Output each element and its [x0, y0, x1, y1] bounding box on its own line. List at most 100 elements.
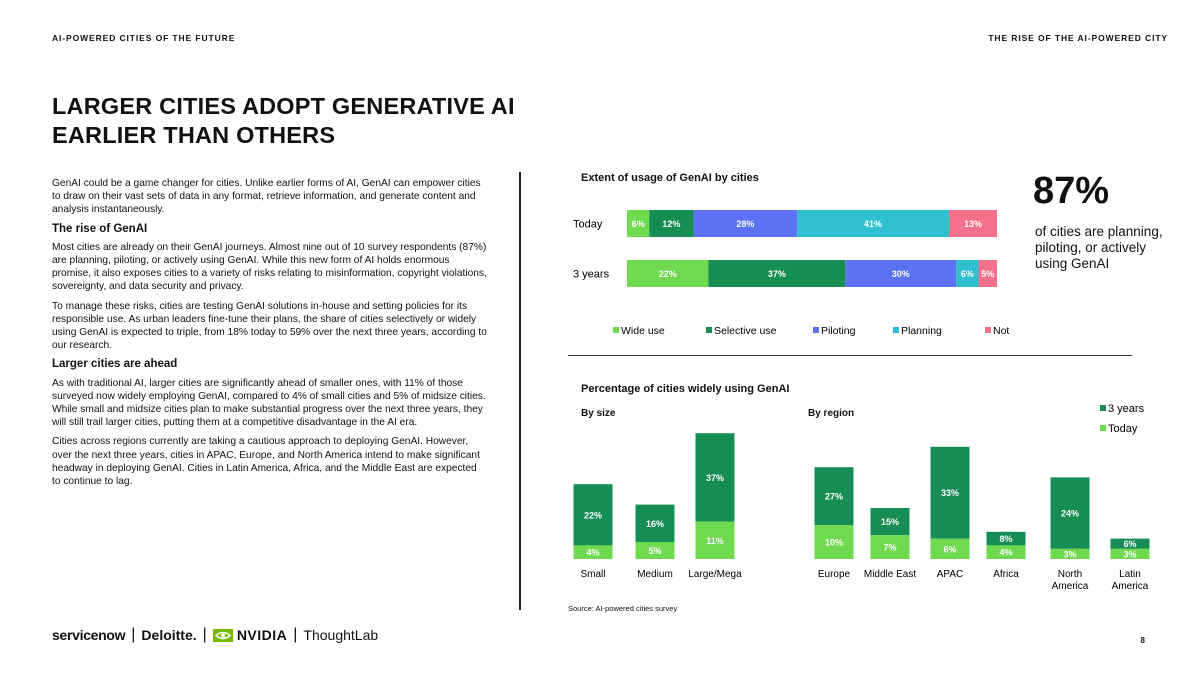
legend-label-not-using: Not using	[993, 325, 1013, 337]
bar-wide-use-3-years	[627, 260, 709, 287]
category-label-north-america: North	[1058, 569, 1082, 580]
data-label-3-years-small: 22%	[584, 510, 602, 520]
data-label-today-africa: 4%	[999, 548, 1012, 558]
bar-3-years-medium	[635, 504, 675, 542]
header-right: THE RISE OF THE AI-POWERED CITY	[988, 33, 1168, 43]
category-label-europe: Europe	[818, 569, 851, 580]
body-paragraph: Most cities are already on their GenAI j…	[52, 241, 487, 293]
data-label-not-using-today: 13%	[964, 219, 982, 229]
data-label-3-years-africa: 8%	[999, 534, 1012, 544]
nvidia-eye-icon	[212, 628, 233, 642]
category-label-middle-east: Middle East	[864, 569, 916, 580]
legend-label-selective-use: Selective use	[714, 325, 777, 337]
category-label-north-america: America	[1052, 581, 1089, 592]
data-label-today-north-america: 3%	[1063, 549, 1076, 559]
logo-separator: |	[293, 626, 298, 643]
logo-separator: |	[202, 626, 207, 643]
legend-swatch-planning	[893, 327, 899, 333]
by-region-subtitle: By region	[808, 408, 855, 419]
bar-today-middle-east	[870, 535, 910, 559]
bar-3-years-middle-east	[870, 508, 910, 536]
bar-today-latin-america	[1110, 548, 1150, 559]
logo-separator: |	[131, 626, 136, 643]
source-note: Source: AI-powered cities survey	[568, 604, 678, 613]
body-paragraph: To manage these risks, cities are testin…	[52, 300, 487, 352]
partner-logos: servicenow | Deloitte. | NVIDIA | Though…	[52, 626, 378, 644]
by-size-subtitle: By size	[581, 408, 616, 419]
data-label-selective-use-3-years: 37%	[768, 269, 786, 279]
data-label-3-years-large-mega: 37%	[706, 473, 724, 483]
data-label-piloting-today: 28%	[736, 219, 754, 229]
bar-today-medium	[635, 542, 675, 559]
bar-piloting-today	[693, 210, 798, 237]
bar-3-years-europe	[814, 467, 854, 525]
bar-wide-use-today	[627, 210, 650, 237]
data-label-today-middle-east: 7%	[883, 543, 896, 553]
legend-swatch-selective-use	[706, 327, 712, 333]
usage-chart: Today 6% 12% 28% 41% 13% 3 years 22% 37% 30% 6% 5% W…	[573, 210, 1013, 337]
category-label-apac: APAC	[937, 569, 964, 580]
page-title: LARGER CITIES ADOPT GENERATIVE AI EARLIE…	[52, 93, 515, 148]
data-label-3-years-middle-east: 15%	[881, 517, 899, 527]
bar-selective-use-3-years	[708, 260, 846, 287]
category-label-medium: Medium	[637, 569, 673, 580]
bar-planning-3-years	[956, 260, 979, 287]
legend-label-today: Today	[1108, 423, 1138, 435]
nvidia-logo: NVIDIA	[212, 627, 288, 643]
data-label-3-years-north-america: 24%	[1061, 509, 1079, 519]
bar-3-years-latin-america	[1110, 538, 1150, 549]
deloitte-logo: Deloitte.	[141, 627, 197, 643]
legend-swatch-3-years	[1100, 405, 1106, 411]
nvidia-wordmark: NVIDIA	[236, 627, 288, 643]
bar-selective-use-today	[649, 210, 694, 237]
section-heading: Larger cities are ahead	[52, 358, 178, 371]
bar-today-small	[573, 545, 613, 559]
data-label-wide-use-today: 6%	[632, 219, 645, 229]
category-label-africa: Africa	[993, 569, 1019, 580]
thoughtlab-logo: ThoughtLab	[303, 627, 379, 643]
data-label-3-years-apac: 33%	[941, 488, 959, 498]
category-label-large-mega: Large/Mega	[688, 569, 742, 580]
usage-chart-title: Extent of usage of GenAI by cities	[581, 172, 759, 184]
data-label-today-medium: 5%	[648, 546, 661, 556]
section-heading: The rise of GenAI	[52, 222, 148, 235]
legend-label-planning: Planning	[901, 325, 942, 337]
category-label-latin-america: Latin	[1119, 569, 1141, 580]
stat-value: 87%	[1033, 170, 1110, 212]
bar-today-africa	[986, 545, 1026, 559]
body-paragraph: Cities across regions currently are taki…	[52, 436, 480, 488]
wide-use-chart: 22% 4% Small 16% 5% Medium 37% 11% Large/Mega 27%…	[573, 403, 1150, 592]
body-text: GenAI could be a game changer for cities…	[52, 177, 488, 494]
bar-today-large-mega	[695, 521, 735, 559]
wide-use-chart-title: Percentage of cities widely using GenAI	[581, 383, 790, 395]
bar-planning-today	[797, 210, 949, 237]
bar-not-using-3-years	[978, 260, 997, 287]
data-label-3-years-latin-america: 6%	[1123, 539, 1136, 549]
legend-swatch-piloting	[813, 327, 819, 333]
body-paragraph: As with traditional AI, larger cities ar…	[52, 377, 486, 429]
category-label-small: Small	[580, 569, 605, 580]
data-label-3-years-medium: 16%	[646, 519, 664, 529]
servicenow-logo: servicenow	[52, 627, 126, 643]
bar-not-using-today	[948, 210, 997, 237]
header-left: AI-POWERED CITIES OF THE FUTURE	[52, 33, 236, 43]
data-label-wide-use-3-years: 22%	[659, 269, 677, 279]
bar-3-years-africa	[986, 531, 1026, 546]
legend-label-piloting: Piloting	[821, 325, 856, 337]
legend-label-3-years: 3 years	[1108, 403, 1145, 415]
data-label-today-small: 4%	[586, 548, 599, 558]
data-label-planning-today: 41%	[864, 219, 882, 229]
data-label-planning-3-years: 6%	[961, 269, 974, 279]
bar-today-apac	[930, 538, 970, 559]
data-label-today-europe: 10%	[825, 538, 843, 548]
bar-today-north-america	[1050, 548, 1090, 559]
legend-swatch-not-using	[985, 327, 991, 333]
legend-label-wide-use: Wide use	[621, 325, 665, 337]
vertical-divider	[519, 172, 521, 610]
data-label-selective-use-today: 12%	[662, 219, 680, 229]
legend-swatch-wide-use	[613, 327, 619, 333]
bar-piloting-3-years	[845, 260, 957, 287]
body-paragraph: GenAI could be a game changer for cities…	[52, 178, 481, 216]
bar-3-years-small	[573, 484, 613, 546]
bar-today-europe	[814, 525, 854, 559]
